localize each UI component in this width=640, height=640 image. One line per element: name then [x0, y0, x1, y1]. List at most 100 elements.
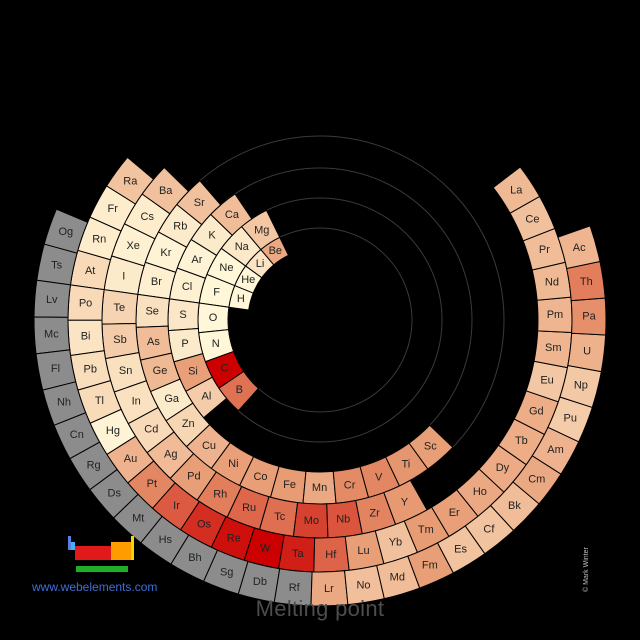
- element-cell-shape: [509, 195, 556, 242]
- element-cell-as[interactable]: As: [135, 325, 173, 361]
- element-cell-pb[interactable]: Pb: [69, 350, 112, 391]
- element-cell-sn[interactable]: Sn: [104, 352, 147, 393]
- element-symbol: Kr: [160, 247, 171, 259]
- element-cell-ho[interactable]: Ho: [456, 468, 505, 517]
- element-cell-lv[interactable]: Lv: [33, 279, 72, 318]
- element-cell-xe[interactable]: Xe: [111, 223, 156, 267]
- element-symbol: Ta: [292, 548, 305, 560]
- element-symbol: Rg: [87, 459, 101, 471]
- element-cell-o[interactable]: O: [197, 302, 230, 334]
- element-symbol: Li: [256, 258, 265, 270]
- element-cell-sb[interactable]: Sb: [101, 323, 140, 360]
- element-cell-la[interactable]: La: [492, 166, 541, 214]
- element-cell-ac[interactable]: Ac: [557, 225, 601, 270]
- element-symbol: Md: [390, 572, 405, 584]
- element-symbol: Ti: [402, 458, 411, 470]
- element-cell-cm[interactable]: Cm: [512, 455, 562, 505]
- element-cell-fl[interactable]: Fl: [35, 349, 77, 391]
- element-cell-te[interactable]: Te: [101, 289, 139, 325]
- element-symbol: K: [208, 230, 216, 242]
- website-link[interactable]: www.webelements.com: [32, 580, 158, 594]
- element-cell-ra[interactable]: Ra: [105, 156, 155, 205]
- element-cell-gd[interactable]: Gd: [513, 390, 559, 436]
- element-symbol: Ag: [164, 449, 177, 461]
- element-cell-bi[interactable]: Bi: [67, 319, 105, 357]
- element-cell-shape: [376, 555, 421, 600]
- element-cell-og[interactable]: Og: [43, 208, 89, 254]
- element-cell-ce[interactable]: Ce: [509, 195, 556, 242]
- element-symbol: Cr: [344, 479, 356, 491]
- element-symbol: Tm: [418, 524, 434, 536]
- element-cell-sg[interactable]: Sg: [203, 549, 249, 595]
- element-cell-shape: [33, 279, 72, 318]
- element-cell-sc[interactable]: Sc: [408, 424, 454, 470]
- element-cell-rf[interactable]: Rf: [273, 568, 313, 607]
- element-cell-se[interactable]: Se: [135, 293, 171, 328]
- element-cell-s[interactable]: S: [167, 298, 200, 332]
- element-cell-sm[interactable]: Sm: [533, 330, 573, 369]
- element-cell-os[interactable]: Os: [179, 500, 227, 549]
- element-symbol: B: [236, 384, 243, 396]
- element-symbol: V: [375, 471, 383, 483]
- element-symbol: Au: [124, 453, 137, 465]
- element-symbol: Pu: [564, 413, 577, 425]
- element-cell-cn[interactable]: Cn: [53, 412, 101, 460]
- element-cell-nb[interactable]: Nb: [326, 499, 363, 539]
- element-cell-fm[interactable]: Fm: [407, 542, 455, 589]
- element-symbol: Zr: [369, 507, 380, 519]
- element-symbol: Mn: [312, 482, 327, 494]
- element-cell-pu[interactable]: Pu: [547, 396, 593, 443]
- element-cell-shape: [42, 381, 87, 426]
- element-symbol: Ga: [164, 393, 180, 405]
- element-symbol: Ac: [573, 242, 586, 254]
- element-symbol: Br: [151, 276, 162, 288]
- element-cell-lr[interactable]: Lr: [310, 570, 349, 607]
- element-symbol: Cf: [483, 523, 495, 535]
- webelements-logo: [68, 536, 134, 572]
- element-symbol: Rn: [92, 233, 106, 245]
- element-cell-hf[interactable]: Hf: [313, 535, 350, 573]
- element-cell-np[interactable]: Np: [559, 364, 602, 409]
- element-cell-md[interactable]: Md: [376, 555, 421, 600]
- element-cell-mo[interactable]: Mo: [292, 502, 329, 539]
- element-symbol: Ru: [242, 502, 256, 514]
- element-cell-cs[interactable]: Cs: [123, 193, 171, 240]
- element-symbol: Dy: [496, 462, 510, 474]
- element-symbol: Pm: [547, 309, 564, 321]
- element-symbol: Po: [79, 298, 92, 310]
- element-cell-nh[interactable]: Nh: [42, 381, 87, 426]
- element-symbol: Sc: [424, 441, 437, 453]
- element-symbol: Ds: [108, 487, 122, 499]
- element-cell-no[interactable]: No: [344, 564, 385, 606]
- element-cell-co[interactable]: Co: [238, 456, 280, 498]
- element-cell-th[interactable]: Th: [566, 260, 606, 302]
- element-cell-re[interactable]: Re: [210, 516, 256, 561]
- element-cell-po[interactable]: Po: [67, 284, 105, 321]
- element-cell-mc[interactable]: Mc: [33, 316, 71, 355]
- element-cell-fe[interactable]: Fe: [269, 465, 307, 504]
- element-symbol: Yb: [389, 537, 402, 549]
- element-cell-bh[interactable]: Bh: [170, 534, 219, 582]
- element-symbol: Og: [58, 226, 73, 238]
- element-cell-shape: [492, 166, 541, 214]
- element-cell-pa[interactable]: Pa: [570, 297, 607, 336]
- element-cell-b[interactable]: B: [218, 370, 260, 412]
- element-cell-mn[interactable]: Mn: [302, 470, 337, 505]
- element-symbol: Es: [454, 543, 467, 555]
- element-symbol: Ra: [123, 175, 138, 187]
- element-cell-ti[interactable]: Ti: [385, 442, 429, 487]
- element-cell-pm[interactable]: Pm: [536, 296, 573, 334]
- element-cell-ta[interactable]: Ta: [278, 534, 316, 573]
- element-symbol: At: [85, 265, 95, 277]
- element-cell-hs[interactable]: Hs: [140, 515, 190, 565]
- element-symbol: Co: [253, 471, 267, 483]
- element-cell-u[interactable]: U: [567, 332, 607, 373]
- element-cell-shape: [408, 424, 454, 470]
- element-symbol: Nb: [336, 514, 350, 526]
- element-cell-shape: [547, 396, 593, 443]
- element-cell-db[interactable]: Db: [237, 560, 281, 603]
- element-cell-am[interactable]: Am: [531, 426, 580, 475]
- element-symbol: Ho: [473, 486, 487, 498]
- element-symbol: Sb: [113, 334, 126, 346]
- element-symbol: Rf: [289, 582, 301, 594]
